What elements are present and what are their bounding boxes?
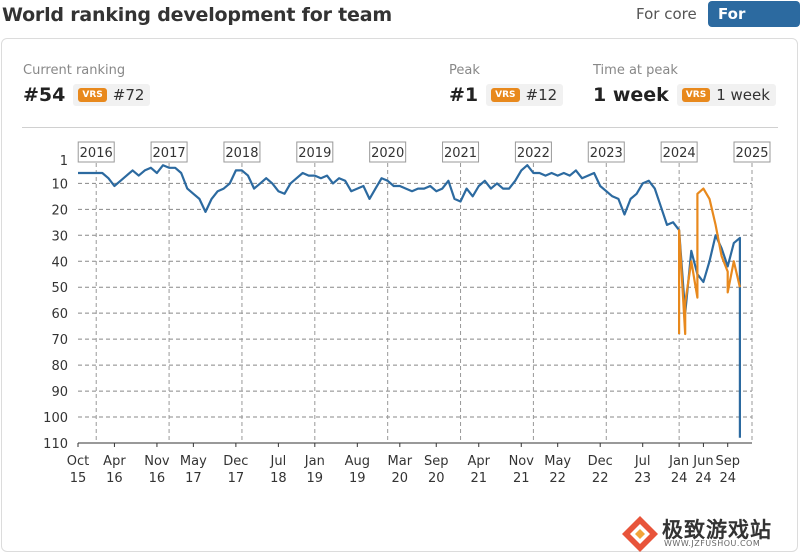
x-tick-month: Jan	[304, 454, 325, 469]
year-box	[660, 141, 698, 163]
watermark: 极致游戏站 WWW.JZFUSHOU.COM	[620, 512, 800, 556]
x-tick-month: Mar	[388, 454, 413, 469]
x-tick-month: Nov	[509, 454, 535, 469]
year-box	[369, 141, 407, 163]
year-label: 2024	[663, 146, 696, 161]
x-tick-month: Sep	[715, 454, 740, 469]
year-box	[223, 141, 261, 163]
x-tick-year: 16	[106, 471, 123, 486]
x-tick-year: 20	[392, 471, 409, 486]
stat-value: #1	[449, 84, 479, 106]
vrs-pill: VRS #72	[73, 84, 151, 106]
year-box	[77, 141, 115, 163]
y-tick-label: 10	[51, 177, 68, 192]
x-tick-year: 16	[149, 471, 166, 486]
y-tick-label: 110	[43, 437, 68, 452]
vrs-badge: VRS	[491, 88, 520, 102]
stat-value: 1 week	[593, 84, 669, 106]
toggle-for-team[interactable]: For team	[708, 1, 800, 49]
vrs-pill: VRS 1 week	[676, 84, 776, 106]
y-tick-label: 70	[51, 333, 68, 348]
header: World ranking development for team For c…	[0, 0, 800, 49]
x-tick-month: Jul	[270, 454, 287, 469]
x-tick-month: Jun	[692, 454, 713, 469]
ranking-card	[1, 38, 798, 552]
x-tick-year: 23	[634, 471, 651, 486]
x-tick-month: Sep	[424, 454, 449, 469]
x-tick-year: 22	[549, 471, 566, 486]
year-label: 2019	[298, 146, 331, 161]
series-line-hltv	[78, 164, 741, 438]
stat-label: Peak	[449, 63, 480, 78]
stat-label: Time at peak	[593, 63, 678, 78]
x-tick-month: May	[180, 454, 207, 469]
page-title: World ranking development for team	[2, 4, 392, 26]
stat-time-at-peak: Time at peak 1 week VRS 1 week	[593, 63, 776, 106]
y-tick-label: 60	[51, 307, 68, 322]
x-tick-month: Oct	[67, 454, 89, 469]
series-line-vrs	[678, 187, 741, 336]
year-box	[733, 141, 771, 163]
watermark-name: 极致游戏站	[662, 518, 772, 542]
year-box	[296, 141, 334, 163]
x-tick-year: 21	[513, 471, 530, 486]
vrs-value: #72	[112, 86, 145, 104]
year-box	[587, 141, 625, 163]
divider	[22, 127, 778, 128]
x-tick-month: Nov	[144, 454, 170, 469]
x-tick-year: 19	[307, 471, 324, 486]
x-tick-month: Apr	[103, 454, 126, 469]
year-label: 2023	[590, 146, 623, 161]
vrs-pill: VRS #12	[486, 84, 564, 106]
year-label: 2020	[371, 146, 404, 161]
year-label: 2017	[153, 146, 186, 161]
x-tick-month: Dec	[588, 454, 613, 469]
x-tick-month: Jul	[634, 454, 651, 469]
x-tick-year: 24	[695, 471, 712, 486]
x-tick-year: 24	[671, 471, 688, 486]
vrs-value: #12	[525, 86, 558, 104]
y-tick-label: 100	[43, 411, 68, 426]
year-box	[150, 141, 188, 163]
toggle-for-core[interactable]: For core	[636, 5, 697, 23]
y-tick-label: 30	[51, 229, 68, 244]
x-tick-year: 24	[719, 471, 736, 486]
watermark-url: WWW.JZFUSHOU.COM	[664, 539, 761, 548]
year-box	[514, 141, 552, 163]
x-tick-year: 19	[349, 471, 366, 486]
stat-current-ranking: Current ranking #54 VRS #72	[23, 63, 151, 106]
x-tick-year: 21	[470, 471, 487, 486]
x-tick-year: 18	[270, 471, 287, 486]
x-tick-year: 17	[185, 471, 202, 486]
vrs-value: 1 week	[716, 86, 770, 104]
y-tick-label: 20	[51, 203, 68, 218]
diamond-logo-icon	[622, 516, 658, 552]
x-tick-year: 15	[70, 471, 87, 486]
stat-value: #54	[23, 84, 66, 106]
year-box	[442, 141, 480, 163]
vrs-badge: VRS	[681, 88, 711, 102]
x-tick-year: 20	[428, 471, 445, 486]
x-tick-year: 22	[592, 471, 609, 486]
y-tick-label: 1	[60, 154, 68, 169]
x-tick-month: Apr	[468, 454, 491, 469]
x-tick-month: May	[544, 454, 571, 469]
year-label: 2016	[80, 146, 113, 161]
x-tick-month: Dec	[223, 454, 248, 469]
year-label: 2022	[517, 146, 550, 161]
x-tick-month: Jan	[668, 454, 689, 469]
year-label: 2025	[735, 146, 768, 161]
x-tick-month: Aug	[345, 454, 370, 469]
stat-peak: Peak #1 VRS #12	[449, 63, 564, 106]
y-tick-label: 50	[51, 281, 68, 296]
stat-label: Current ranking	[23, 63, 126, 78]
y-tick-label: 40	[51, 255, 68, 270]
vrs-badge: VRS	[78, 88, 107, 102]
x-tick-year: 17	[228, 471, 245, 486]
y-tick-label: 90	[51, 385, 68, 400]
year-label: 2021	[444, 146, 477, 161]
y-tick-label: 80	[51, 359, 68, 374]
year-label: 2018	[225, 146, 258, 161]
